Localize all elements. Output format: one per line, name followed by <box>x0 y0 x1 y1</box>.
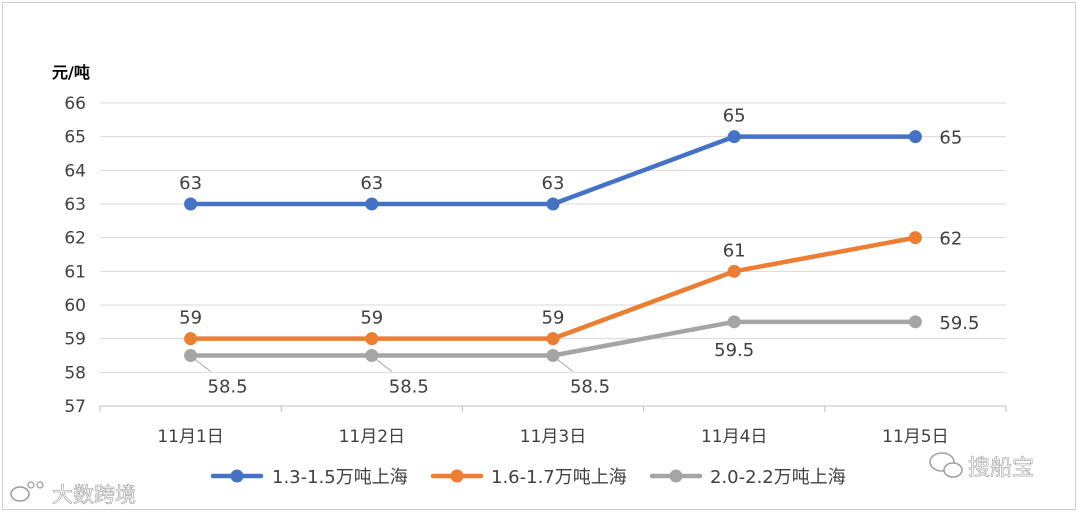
data-label: 58.5 <box>208 377 248 398</box>
x-tick-label: 11月3日 <box>520 427 586 447</box>
weibo-logo-icon <box>10 481 44 502</box>
x-tick-label: 11月2日 <box>339 427 405 447</box>
legend-label: 1.3-1.5万吨上海 <box>272 467 408 488</box>
data-point <box>908 315 922 329</box>
data-label: 59.5 <box>714 340 754 361</box>
data-label: 65 <box>723 106 746 127</box>
data-label: 65 <box>939 128 962 149</box>
data-label: 63 <box>360 173 383 194</box>
watermark-right-text: 搜船宝 <box>968 456 1034 481</box>
y-tick-label: 62 <box>64 229 86 249</box>
series-group <box>184 130 922 362</box>
data-point <box>365 332 379 346</box>
watermark-left-text: 大数跨境 <box>52 483 136 507</box>
wechat-logo-icon <box>929 452 963 478</box>
leader-line <box>192 357 211 372</box>
series-2 <box>184 231 922 346</box>
x-tick-label: 11月4日 <box>701 427 767 447</box>
data-label: 58.5 <box>570 377 610 398</box>
y-tick-label: 65 <box>64 128 86 148</box>
data-point <box>184 332 198 346</box>
leader-line <box>554 357 574 372</box>
y-axis-unit: 元/吨 <box>52 63 90 82</box>
series-3 <box>184 315 922 362</box>
data-label: 59 <box>360 308 383 329</box>
y-tick-label: 64 <box>64 161 86 181</box>
y-tick-label: 57 <box>64 397 86 417</box>
x-tick-label: 11月5日 <box>882 427 948 447</box>
data-point <box>727 130 741 144</box>
data-point <box>727 264 741 278</box>
data-point <box>908 130 922 144</box>
data-point <box>727 315 741 329</box>
data-label: 59 <box>542 308 565 329</box>
data-point <box>546 197 560 211</box>
data-label: 59 <box>179 308 202 329</box>
data-label: 63 <box>542 173 565 194</box>
watermark-right: 搜船宝 <box>929 452 1034 481</box>
legend-marker <box>669 469 683 483</box>
data-label: 58.5 <box>389 377 429 398</box>
data-point <box>546 332 560 346</box>
legend-item-2: 1.6-1.7万吨上海 <box>430 467 627 488</box>
data-label: 61 <box>723 240 746 261</box>
data-label: 62 <box>939 229 962 250</box>
legend: 1.3-1.5万吨上海 1.6-1.7万吨上海 2.0-2.2万吨上海 <box>210 467 846 488</box>
y-tick-label: 60 <box>64 296 86 316</box>
y-tick-label: 63 <box>64 195 86 215</box>
data-label: 63 <box>179 173 202 194</box>
data-point <box>365 197 379 211</box>
x-tick-label: 11月1日 <box>157 427 223 447</box>
gridlines <box>100 102 1006 373</box>
legend-label: 2.0-2.2万吨上海 <box>710 467 846 488</box>
data-labels: 63 63 63 65 65 59 59 59 61 62 58.5 58.5 58.5 59.5 59.5 <box>179 106 979 398</box>
y-tick-label: 61 <box>64 262 86 282</box>
y-tick-label: 66 <box>64 94 86 114</box>
data-point <box>184 197 198 211</box>
legend-item-1: 1.3-1.5万吨上海 <box>210 467 408 488</box>
watermark-left: 大数跨境 <box>10 481 136 507</box>
legend-item-3: 2.0-2.2万吨上海 <box>649 467 846 488</box>
legend-marker <box>230 469 244 483</box>
leader-line <box>373 357 393 372</box>
axes: 57 58 59 60 61 62 63 64 65 66 11月1日 11月2日 11月3日 11月4日… <box>64 94 1007 447</box>
y-tick-label: 59 <box>64 330 86 350</box>
legend-label: 1.6-1.7万吨上海 <box>491 467 627 488</box>
legend-marker <box>450 469 464 483</box>
data-label: 59.5 <box>939 313 979 334</box>
y-tick-label: 58 <box>64 363 86 383</box>
series-1 <box>184 130 922 211</box>
data-point <box>908 231 922 245</box>
